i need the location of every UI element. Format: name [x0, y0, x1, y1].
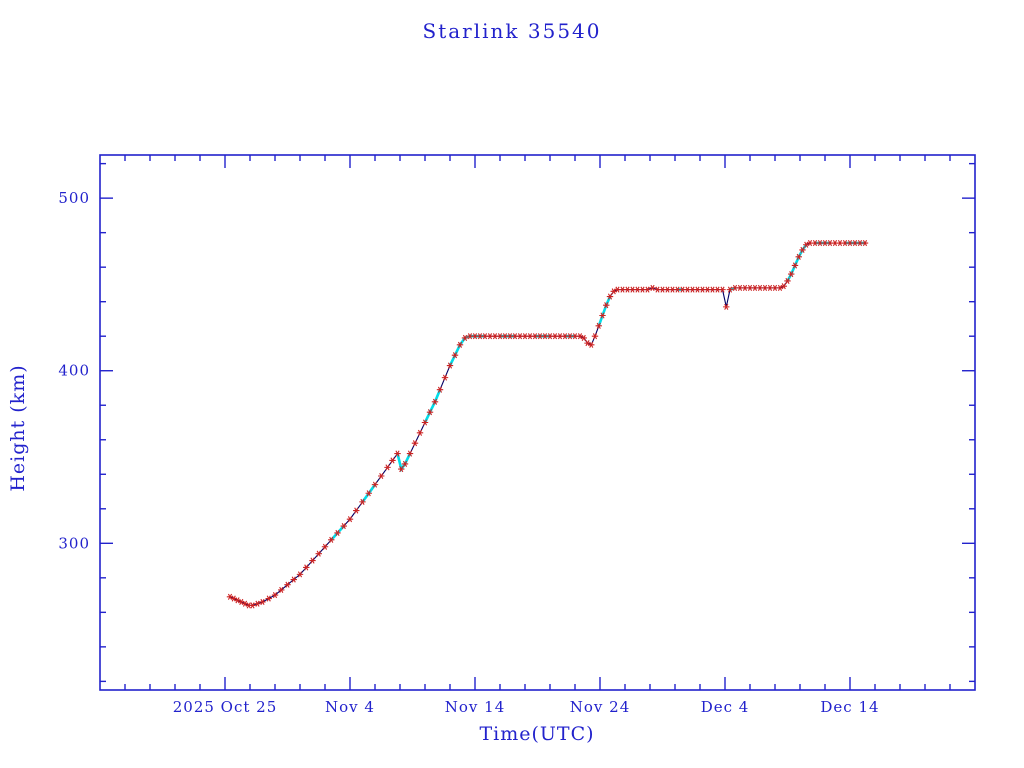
asterisk-marker	[309, 557, 316, 564]
asterisk-marker	[603, 302, 610, 309]
highlight-polyline	[448, 334, 487, 367]
axes-box	[99, 154, 976, 691]
asterisk-marker	[359, 498, 366, 505]
asterisk-marker	[365, 490, 372, 497]
x-tick-label: Dec 4	[701, 698, 750, 716]
asterisk-marker	[315, 550, 322, 557]
asterisk-marker	[431, 398, 439, 405]
asterisk-marker	[726, 286, 734, 293]
asterisk-marker	[649, 284, 656, 291]
asterisk-marker	[411, 440, 419, 447]
asterisk-marker	[384, 464, 391, 471]
asterisk-marker	[580, 334, 587, 341]
asterisk-marker	[259, 598, 266, 606]
asterisk-marker	[446, 362, 454, 369]
asterisk-marker	[595, 322, 602, 329]
asterisk-marker	[861, 239, 869, 247]
asterisk-marker	[328, 536, 335, 543]
asterisk-marker	[426, 409, 434, 416]
asterisk-marker	[591, 333, 599, 340]
asterisk-marker	[398, 466, 405, 473]
asterisk-marker	[461, 334, 469, 341]
asterisk-marker	[723, 303, 730, 310]
asterisk-marker	[416, 429, 424, 436]
data-point-markers	[226, 239, 869, 609]
asterisk-marker	[588, 341, 595, 348]
asterisk-marker	[795, 253, 802, 260]
asterisk-marker	[303, 564, 310, 571]
asterisk-marker	[389, 457, 396, 464]
asterisk-marker	[353, 507, 360, 514]
asterisk-marker	[644, 286, 651, 293]
asterisk-marker	[421, 419, 429, 426]
asterisk-marker	[436, 386, 444, 393]
y-tick-label: 400	[58, 362, 90, 380]
x-tick-label: Dec 14	[820, 698, 879, 716]
x-tick-label: Nov 14	[445, 698, 506, 716]
asterisk-marker	[284, 581, 291, 588]
x-axis-label: Time(UTC)	[479, 723, 594, 745]
asterisk-marker	[278, 586, 285, 593]
asterisk-marker	[296, 571, 304, 578]
asterisk-marker	[371, 481, 379, 488]
chart-title: Starlink 35540	[423, 19, 602, 43]
asterisk-marker	[441, 374, 449, 381]
y-tick-label: 500	[58, 189, 90, 207]
y-tick-label: 300	[58, 534, 90, 552]
asterisk-marker	[451, 352, 459, 359]
asterisk-marker	[406, 450, 414, 457]
asterisk-marker	[799, 246, 806, 253]
x-tick-label: 2025 Oct 25	[173, 698, 278, 716]
highlight-polyline	[423, 388, 442, 424]
asterisk-marker	[456, 341, 464, 348]
asterisk-marker	[254, 600, 261, 607]
asterisk-marker	[249, 602, 256, 609]
highlight-polyline	[597, 295, 612, 328]
tick-labels: 2025 Oct 25 Nov 4 Nov 14 Nov 24 Dec 4 Dec 14 3…	[58, 189, 879, 716]
asterisk-marker	[321, 543, 329, 550]
asterisk-marker	[780, 283, 787, 290]
asterisk-marker	[290, 576, 297, 583]
asterisk-marker	[788, 271, 795, 278]
asterisk-marker	[394, 450, 401, 457]
asterisk-marker	[784, 277, 791, 285]
asterisk-marker	[334, 529, 341, 537]
asterisk-marker	[599, 312, 606, 319]
asterisk-marker	[378, 472, 385, 480]
asterisk-marker	[791, 262, 799, 269]
y-axis-label: Height (km)	[7, 364, 29, 491]
plot-box	[99, 154, 976, 691]
asterisk-marker	[346, 516, 354, 523]
asterisk-marker	[401, 460, 409, 467]
asterisk-marker	[340, 522, 347, 530]
asterisk-marker	[719, 286, 726, 293]
asterisk-marker	[606, 293, 614, 300]
x-tick-label: Nov 4	[325, 698, 375, 716]
x-tick-label: Nov 24	[570, 698, 631, 716]
asterisk-marker	[271, 592, 279, 599]
asterisk-marker	[265, 595, 272, 602]
height-polyline	[229, 242, 865, 606]
height-series-line	[229, 242, 865, 606]
